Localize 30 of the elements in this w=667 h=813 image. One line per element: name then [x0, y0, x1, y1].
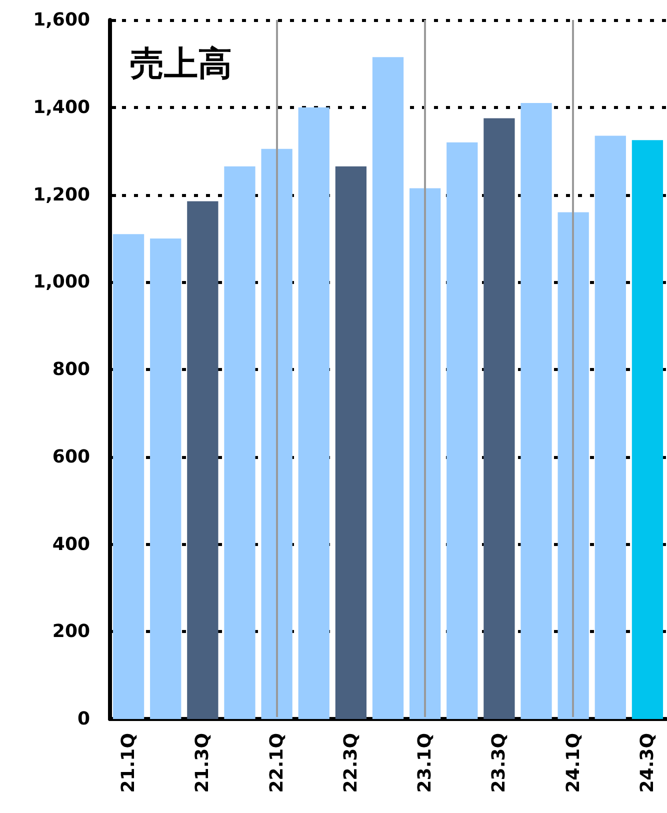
y-tick-label: 0	[77, 708, 90, 730]
y-tick-label: 1,400	[33, 96, 90, 118]
bar	[520, 103, 552, 719]
bar	[558, 212, 589, 719]
x-tick-label: 23.3Q	[488, 733, 510, 793]
bar	[632, 140, 664, 719]
x-tick-label: 24.1Q	[562, 733, 584, 793]
bar	[187, 201, 218, 719]
bar	[372, 57, 404, 719]
y-tick-label: 800	[52, 359, 90, 380]
x-tick-label: 22.1Q	[266, 733, 288, 793]
bar	[150, 238, 182, 719]
bar	[594, 136, 626, 719]
y-tick-label: 1,200	[33, 184, 90, 206]
y-tick-label: 600	[52, 446, 90, 468]
y-tick-label: 200	[52, 621, 90, 642]
x-tick-label: 21.3Q	[192, 733, 214, 793]
y-tick-label: 1,600	[33, 10, 90, 30]
bar	[484, 118, 515, 719]
bar	[224, 166, 256, 719]
y-tick-label: 400	[52, 534, 90, 555]
x-tick-label: 24.3Q	[636, 733, 658, 793]
bar	[335, 166, 366, 719]
y-tick-label: 1,000	[33, 272, 90, 293]
bar	[446, 142, 478, 719]
bar	[298, 107, 330, 719]
text: 売上高	[130, 44, 232, 84]
x-tick-label: 22.3Q	[340, 733, 362, 793]
x-tick-label: 21.1Q	[118, 733, 140, 793]
x-tick-label: 23.1Q	[414, 733, 436, 793]
